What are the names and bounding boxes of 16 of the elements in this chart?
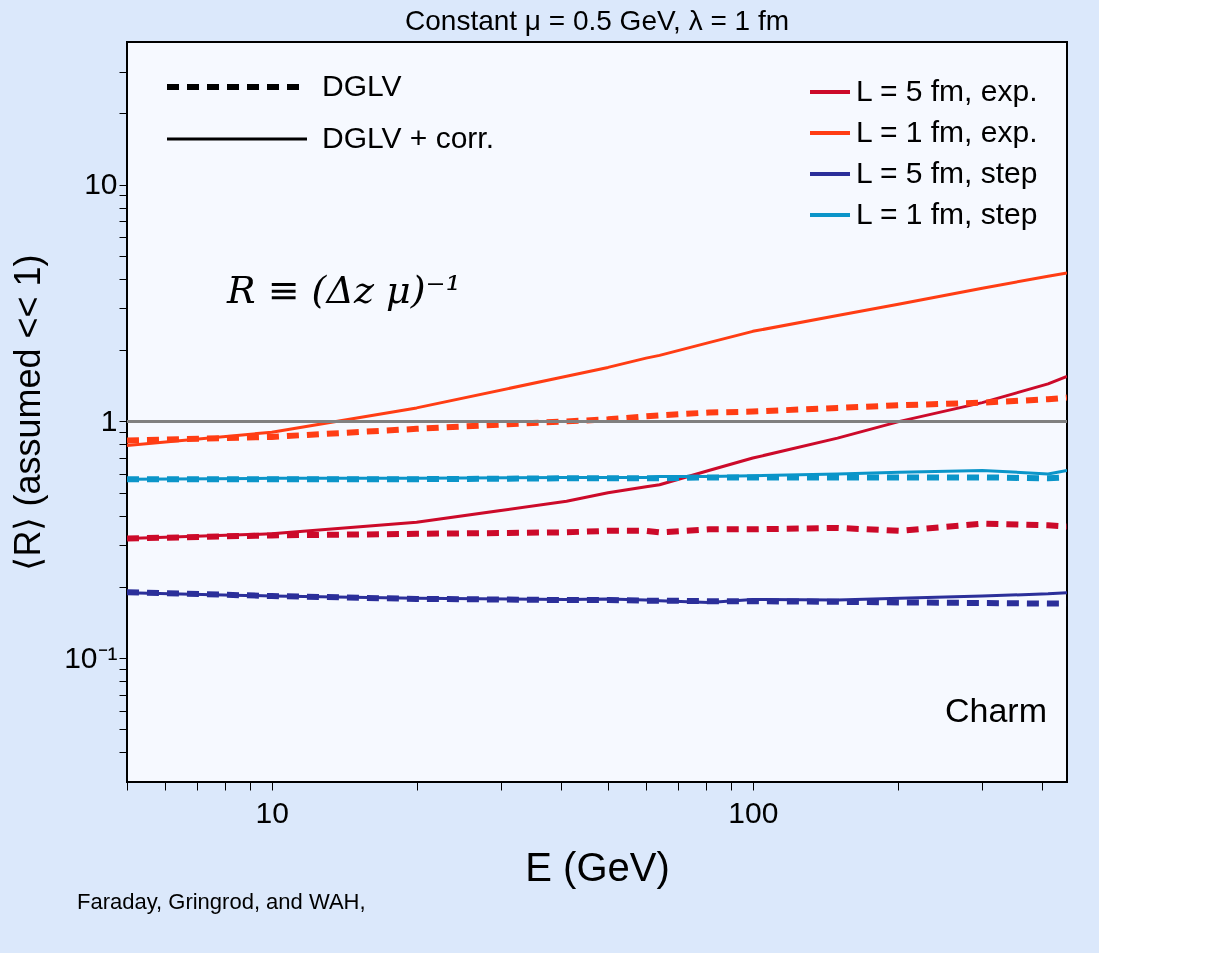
legend-label: L = 5 fm, exp. xyxy=(856,74,1038,107)
text: Faraday, Gringrod, and WAH, xyxy=(77,889,366,914)
annotation: DGLV + corr. xyxy=(322,121,495,154)
annotation: DGLV xyxy=(322,69,402,102)
annotation: Charm xyxy=(944,691,1047,729)
chart-title: Constant μ = 0.5 GeV, λ = 1 fm xyxy=(405,5,789,36)
annotation: R ≡ (Δz μ)⁻¹ xyxy=(226,268,461,312)
legend-label: L = 5 fm, step xyxy=(856,156,1038,189)
y-tick-label: 10⁻¹ xyxy=(64,640,118,674)
y-tick-label: 10 xyxy=(84,167,118,201)
x-tick-label: 100 xyxy=(728,795,779,829)
y-axis-title: ⟨R⟩ (assumed << 1) xyxy=(7,254,49,571)
legend-label: L = 1 fm, exp. xyxy=(856,115,1038,148)
legend-label: L = 1 fm, step xyxy=(856,197,1038,230)
x-axis-title: E (GeV) xyxy=(525,844,670,889)
y-tick-label: 1 xyxy=(100,403,118,437)
